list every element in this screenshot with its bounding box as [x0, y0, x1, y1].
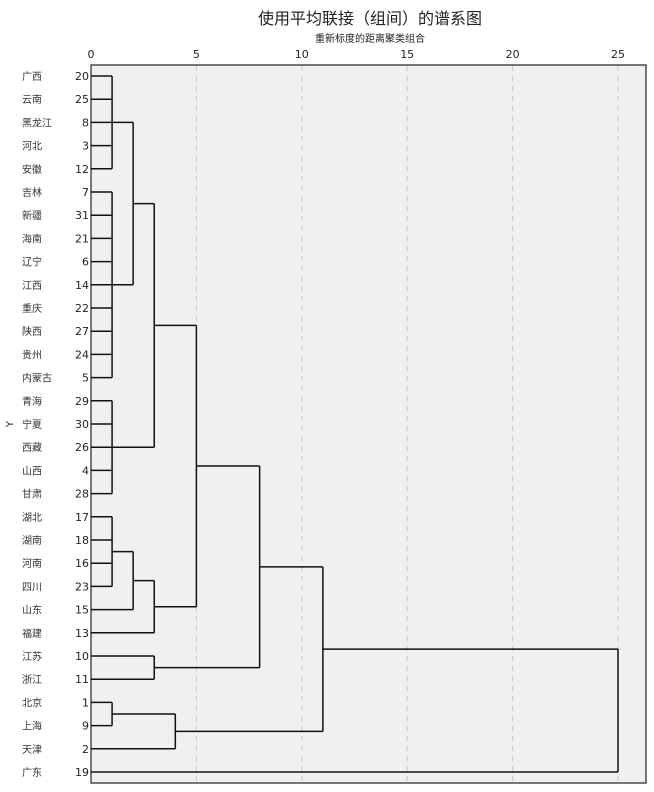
leaf-case-number: 4	[82, 464, 89, 477]
leaf-label: 河北	[22, 141, 42, 153]
x-axis-label: 重新标度的距离聚类组合	[315, 32, 425, 45]
leaf-case-number: 18	[75, 534, 89, 547]
leaf-case-number: 23	[75, 580, 89, 593]
leaf-case-number: 24	[75, 348, 89, 361]
leaf-label: 山东	[22, 604, 42, 617]
x-tick-label: 0	[88, 48, 95, 61]
leaf-label: 青海	[22, 395, 42, 408]
leaf-label: 内蒙古	[22, 372, 52, 385]
leaf-case-number: 8	[82, 116, 89, 129]
leaf-case-number: 13	[75, 627, 89, 640]
leaf-label: 黑龙江	[22, 116, 52, 129]
leaf-case-number: 16	[75, 557, 89, 570]
x-tick-label: 15	[400, 48, 414, 61]
leaf-case-number: 3	[82, 140, 89, 153]
leaf-label: 宁夏	[22, 418, 42, 431]
leaf-case-number: 19	[75, 766, 89, 779]
y-axis-label: Y	[5, 420, 16, 428]
leaf-label: 北京	[22, 696, 42, 709]
leaf-label: 广西	[22, 71, 42, 83]
leaf-label: 江苏	[22, 650, 42, 663]
leaf-label: 福建	[22, 627, 42, 640]
leaf-case-number: 17	[75, 511, 89, 524]
x-tick-label: 25	[611, 48, 625, 61]
leaf-case-number: 11	[75, 673, 89, 686]
leaf-label: 上海	[22, 720, 42, 733]
leaf-case-number: 15	[75, 604, 89, 617]
leaf-case-number: 21	[75, 232, 89, 245]
leaf-case-number: 2	[82, 743, 89, 756]
leaf-label: 广东	[22, 766, 42, 779]
leaf-case-number: 14	[75, 279, 89, 292]
leaf-case-number: 10	[75, 650, 89, 663]
leaf-label: 安徽	[22, 163, 42, 176]
leaf-case-number: 9	[82, 720, 89, 733]
x-tick-label: 10	[295, 48, 309, 61]
leaf-case-number: 29	[75, 395, 89, 408]
leaf-case-number: 20	[75, 70, 89, 83]
chart-title: 使用平均联接（组间）的谱系图	[258, 9, 482, 28]
x-tick-label: 5	[193, 48, 200, 61]
leaf-case-number: 31	[75, 209, 89, 222]
leaf-label: 辽宁	[22, 256, 42, 269]
leaf-label: 西藏	[22, 442, 42, 454]
leaf-label: 陕西	[22, 325, 42, 338]
plot-area	[90, 64, 647, 784]
leaf-label: 浙江	[22, 674, 42, 686]
leaf-case-number: 27	[75, 325, 89, 338]
leaf-label: 新疆	[22, 209, 42, 222]
leaf-label: 湖南	[22, 534, 42, 547]
leaf-label: 天津	[22, 744, 42, 756]
leaf-label: 云南	[22, 93, 42, 106]
leaf-label: 重庆	[22, 302, 42, 315]
leaf-case-number: 22	[75, 302, 89, 315]
leaf-label: 四川	[22, 582, 42, 593]
leaf-case-number: 5	[82, 372, 89, 385]
leaf-label: 河南	[22, 557, 42, 570]
leaf-label: 海南	[22, 232, 42, 245]
leaf-label: 贵州	[22, 348, 42, 361]
leaf-label: 江西	[22, 280, 42, 292]
leaf-label: 山西	[22, 465, 42, 477]
leaf-case-number: 25	[75, 93, 89, 106]
leaf-label: 湖北	[22, 512, 42, 524]
leaf-case-number: 6	[82, 256, 89, 269]
leaf-case-number: 1	[82, 696, 89, 709]
leaf-case-number: 28	[75, 488, 89, 501]
leaf-case-number: 7	[82, 186, 89, 199]
leaf-label: 吉林	[22, 186, 42, 199]
leaf-case-number: 30	[75, 418, 89, 431]
leaf-case-number: 26	[75, 441, 89, 454]
leaf-label: 甘肃	[22, 488, 42, 501]
x-tick-label: 20	[506, 48, 520, 61]
leaf-case-number: 12	[75, 163, 89, 176]
